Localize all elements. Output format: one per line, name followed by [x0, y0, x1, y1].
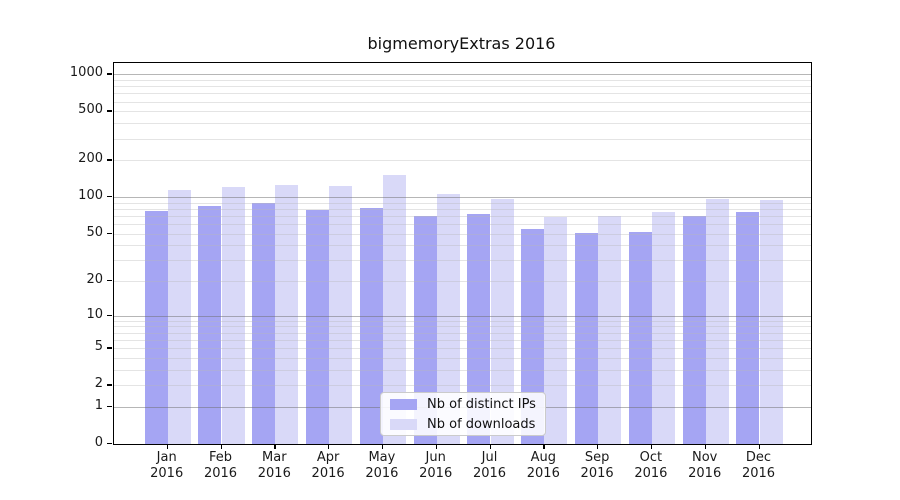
- x-tick-label-aug: Aug 2016: [526, 450, 560, 481]
- y-tick-mark-100: [107, 196, 112, 198]
- y-tick-mark-20: [107, 280, 112, 282]
- x-tick-label-sep: Sep 2016: [580, 450, 614, 481]
- bar-ips-jul: [467, 213, 491, 444]
- bar-downloads-may: [382, 175, 407, 444]
- x-tick-label-feb: Feb 2016: [203, 450, 238, 481]
- bar-downloads-feb: [221, 186, 245, 444]
- bar-downloads-nov: [705, 199, 729, 444]
- x-tick-mark-jul: [489, 444, 491, 449]
- x-tick-mark-aug: [543, 444, 545, 449]
- y-tick-mark-0: [107, 443, 112, 445]
- x-tick-mark-feb: [220, 444, 222, 449]
- y-tick-label-1000: 1000: [69, 65, 103, 81]
- legend: Nb of distinct IPs Nb of downloads: [380, 392, 546, 436]
- x-tick-label-jun: Jun 2016: [419, 450, 453, 481]
- bar-ips-oct: [628, 231, 652, 444]
- bar-ips-apr: [305, 209, 330, 444]
- bar-downloads-dec: [759, 199, 783, 444]
- x-tick-mark-jun: [435, 444, 438, 449]
- y-tick-label-10: 10: [86, 306, 103, 322]
- x-tick-label-nov: Nov 2016: [688, 450, 722, 481]
- y-tick-label-2: 2: [94, 376, 103, 392]
- bar-ips-nov: [682, 215, 706, 444]
- x-tick-mark-mar: [274, 444, 276, 449]
- bar-downloads-oct: [651, 212, 676, 444]
- legend-swatch-downloads: [390, 418, 417, 430]
- y-tick-mark-1000: [107, 73, 112, 75]
- legend-label-distinct-ips: Nb of distinct IPs: [427, 396, 536, 412]
- plot-area: Nb of distinct IPs Nb of downloads: [113, 62, 812, 445]
- x-tick-mark-jan: [166, 444, 169, 449]
- bar-downloads-mar: [275, 185, 299, 444]
- y-tick-label-0: 0: [94, 435, 103, 450]
- y-tick-label-50: 50: [86, 224, 103, 240]
- bar-ips-jan: [144, 210, 168, 444]
- x-tick-mark-may: [381, 444, 384, 449]
- chart-title: bigmemoryExtras 2016: [367, 34, 556, 53]
- x-tick-label-jan: Jan 2016: [150, 450, 184, 481]
- y-tick-label-20: 20: [86, 272, 103, 288]
- y-tick-label-100: 100: [78, 188, 103, 204]
- bar-downloads-jan: [167, 190, 191, 444]
- bar-ips-feb: [198, 205, 222, 444]
- bars-layer: [114, 63, 811, 444]
- x-tick-mark-apr: [328, 444, 330, 449]
- y-tick-mark-10: [107, 314, 112, 317]
- bar-downloads-apr: [329, 186, 353, 444]
- x-tick-mark-nov: [704, 444, 707, 449]
- x-tick-mark-oct: [650, 444, 653, 449]
- legend-swatch-distinct-ips: [390, 398, 417, 410]
- x-tick-mark-dec: [758, 444, 760, 449]
- y-tick-mark-50: [107, 232, 112, 234]
- bar-downloads-sep: [598, 215, 622, 444]
- y-tick-label-1: 1: [94, 397, 103, 413]
- x-tick-label-may: May 2016: [365, 450, 399, 481]
- bar-downloads-aug: [544, 216, 568, 444]
- x-tick-label-jul: Jul 2016: [472, 450, 507, 481]
- y-tick-mark-2: [107, 384, 112, 386]
- bar-downloads-jun: [436, 194, 460, 444]
- y-tick-mark-5: [107, 347, 112, 349]
- x-tick-label-apr: Apr 2016: [311, 450, 345, 481]
- bar-ips-aug: [521, 228, 545, 444]
- bar-ips-sep: [574, 232, 599, 444]
- bar-ips-dec: [736, 212, 760, 444]
- y-tick-label-5: 5: [94, 339, 103, 355]
- x-tick-label-oct: Oct 2016: [634, 450, 668, 481]
- bar-downloads-jul: [490, 199, 514, 444]
- y-tick-label-500: 500: [78, 102, 103, 118]
- bar-ips-mar: [252, 202, 276, 444]
- x-tick-mark-sep: [597, 444, 599, 449]
- legend-item-distinct-ips: Nb of distinct IPs: [381, 396, 545, 412]
- bar-ips-may: [359, 208, 383, 444]
- legend-label-downloads: Nb of downloads: [427, 416, 536, 432]
- bar-ips-jun: [413, 215, 437, 444]
- y-tick-mark-200: [107, 159, 112, 161]
- legend-item-downloads: Nb of downloads: [381, 416, 545, 432]
- y-tick-label-200: 200: [78, 151, 103, 167]
- x-tick-label-mar: Mar 2016: [257, 450, 291, 481]
- x-tick-label-dec: Dec 2016: [741, 450, 776, 481]
- y-tick-mark-500: [107, 110, 112, 112]
- y-tick-mark-1: [107, 405, 112, 408]
